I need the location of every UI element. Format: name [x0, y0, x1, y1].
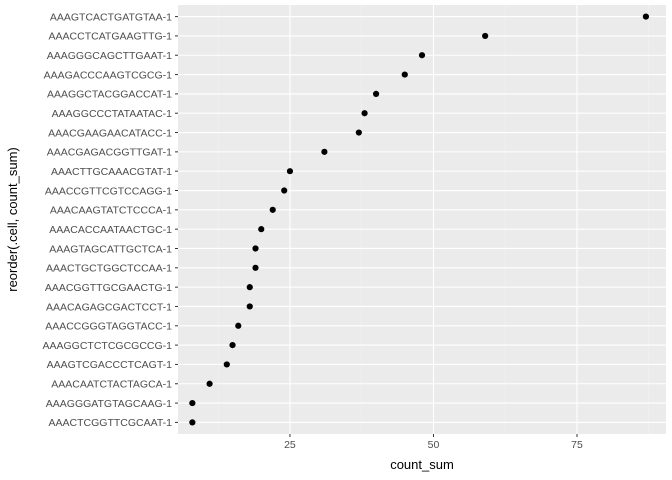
- data-point: [246, 303, 253, 310]
- data-point: [252, 264, 259, 271]
- data-point: [482, 32, 489, 40]
- data-point: [246, 284, 253, 291]
- y-tick-label: AAACCTCATGAAGTTG-1: [49, 31, 173, 43]
- y-axis-title: reorder(.cell, count_sum): [5, 147, 20, 292]
- x-tick-label: 25: [284, 439, 296, 451]
- major-gridlines: [178, 5, 666, 434]
- data-point: [642, 13, 650, 20]
- data-point: [189, 399, 196, 407]
- y-tick-label: AAAGGCCCTATAATAC-1: [52, 108, 173, 120]
- data-point: [252, 245, 259, 252]
- y-tick-label: AAACTGCTGGCTCCAA-1: [46, 263, 172, 275]
- y-tick-label: AAACGGTTGCGAACTG-1: [45, 282, 172, 294]
- y-tick-label: AAAGACCCAAGTCGCG-1: [44, 69, 173, 81]
- data-point: [269, 206, 276, 213]
- y-tick-label: AAACTCGGTTCGCAAT-1: [49, 417, 173, 429]
- x-axis-ticks: 25 50 75: [284, 434, 583, 451]
- data-point: [189, 419, 196, 426]
- data-point: [235, 322, 242, 329]
- data-points: [189, 13, 650, 426]
- data-point: [355, 129, 362, 136]
- y-tick-label: AAACCGGGTAGGTACC-1: [45, 321, 172, 333]
- data-point: [401, 71, 408, 78]
- y-tick-label: AAAGTCGACCCTCAGT-1: [47, 359, 173, 371]
- y-tick-label: AAACGAAGAACATACC-1: [48, 127, 172, 139]
- y-tick-label: AAACAATCTACTAGCA-1: [51, 379, 172, 391]
- data-point: [372, 90, 380, 97]
- data-point: [223, 361, 230, 368]
- y-tick-label: AAAGGCTACGGACCAT-1: [47, 89, 172, 101]
- y-tick-label: AAACGAGACGGTTGAT-1: [47, 147, 172, 159]
- data-point: [361, 110, 368, 117]
- data-point: [321, 148, 328, 155]
- y-tick-label: AAACAAGTATCTCCCA-1: [50, 205, 172, 217]
- y-tick-label: AAACTTGCAAACGTAT-1: [51, 166, 172, 178]
- y-tick-label: AAACAGAGCGACTCCT-1: [46, 301, 172, 313]
- data-point: [229, 342, 236, 349]
- y-tick-label: AAACCGTTCGTCCAGG-1: [45, 185, 172, 197]
- x-tick-label: 50: [428, 439, 440, 451]
- data-point: [281, 187, 288, 194]
- x-axis-title: count_sum: [390, 457, 454, 472]
- y-tick-label: AAAGTCACTGATGTAA-1: [50, 11, 172, 23]
- data-point: [418, 52, 426, 59]
- x-tick-label: 75: [571, 439, 583, 451]
- data-point: [258, 226, 265, 233]
- data-point: [286, 168, 294, 175]
- data-point: [206, 380, 213, 387]
- y-tick-label: AAACACCAATAACTGC-1: [49, 224, 172, 236]
- plot-panel: [178, 5, 666, 434]
- y-axis-ticks: AAACTCGGTTCGCAAT-1 AAAGGGATGTAGCAAG-1 AAAC…: [42, 11, 178, 429]
- y-tick-label: AAAGGGCAGCTTGAAT-1: [47, 50, 172, 62]
- y-tick-label: AAAGTAGCATTGCTCA-1: [49, 243, 172, 255]
- y-tick-label: AAAGGCTCTCGCGCCG-1: [42, 340, 172, 352]
- y-tick-label: AAAGGGATGTAGCAAG-1: [46, 398, 172, 410]
- minor-gridlines: [217, 5, 650, 434]
